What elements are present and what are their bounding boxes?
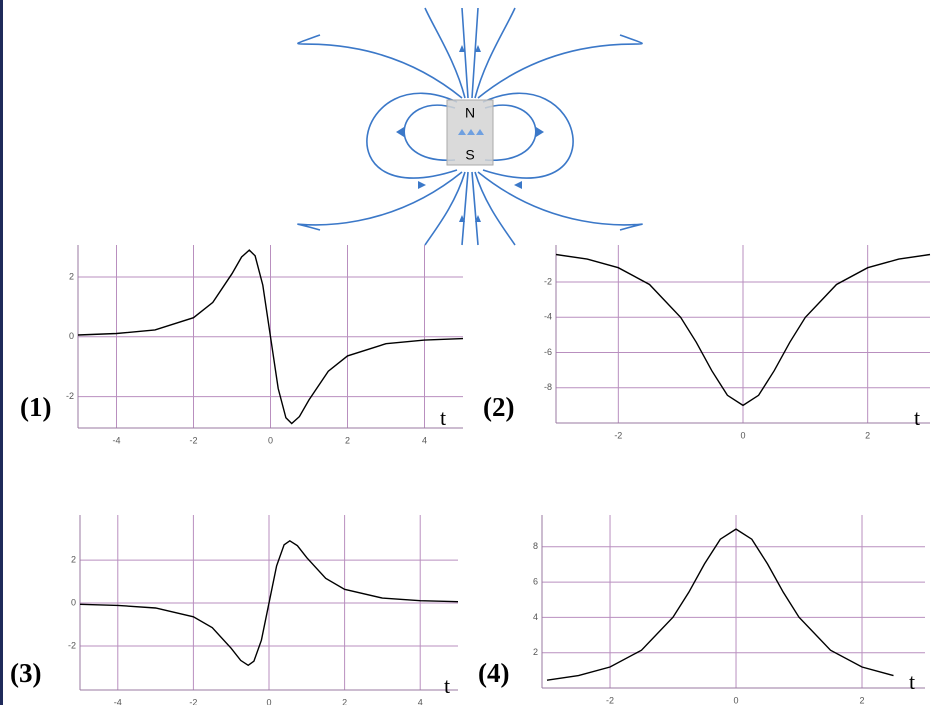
field-line	[462, 172, 478, 245]
panel-label: (1)	[20, 392, 51, 422]
panel-label: (4)	[478, 658, 509, 688]
curve	[547, 529, 894, 680]
y-tick-label: -6	[544, 347, 552, 357]
x-axis-label: t	[914, 405, 920, 430]
x-tick-label: 2	[865, 430, 870, 440]
inner-arrows	[458, 129, 484, 135]
figure: N S -4 -2 0 2 4 -2 0 2 (1) t -2 0 2 -8 -6 -4 -2 (2) t -4 -2 0…	[0, 0, 939, 705]
x-axis-label: t	[440, 405, 446, 430]
field-line	[478, 172, 642, 230]
left-border	[0, 0, 3, 705]
field-line	[462, 8, 478, 98]
y-tick-label: 2	[533, 647, 538, 657]
x-tick-label: 2	[342, 697, 347, 705]
x-axis-label: t	[444, 673, 450, 698]
field-line	[425, 172, 465, 245]
panel-label: (2)	[483, 392, 514, 422]
x-tick-label: -4	[114, 697, 122, 705]
x-tick-label: 4	[418, 697, 423, 705]
y-tick-label: 0	[71, 597, 76, 607]
x-tick-label: 4	[422, 435, 427, 445]
panel-label: (3)	[10, 658, 41, 688]
y-tick-label: 0	[69, 331, 74, 341]
y-tick-label: -2	[68, 640, 76, 650]
magnet-diagram: N S	[298, 8, 642, 245]
x-tick-label: 0	[740, 430, 745, 440]
x-tick-label: -2	[189, 697, 197, 705]
x-tick-label: 0	[734, 695, 739, 705]
y-tick-label: -2	[66, 391, 74, 401]
field-line	[298, 35, 462, 98]
y-tick-label: 6	[533, 576, 538, 586]
y-tick-label: -2	[544, 276, 552, 286]
x-tick-label: 2	[345, 435, 350, 445]
x-tick-label: 0	[266, 697, 271, 705]
field-line	[478, 35, 642, 98]
y-tick-label: 8	[533, 541, 538, 551]
y-tick-label: -8	[544, 382, 552, 392]
y-tick-label: -4	[544, 312, 552, 322]
x-tick-label: -4	[112, 435, 120, 445]
y-tick-label: 2	[69, 271, 74, 281]
x-tick-label: -2	[189, 435, 197, 445]
x-tick-label: -2	[606, 695, 614, 705]
field-line	[298, 172, 462, 230]
x-tick-label: 2	[859, 695, 864, 705]
x-tick-label: 0	[268, 435, 273, 445]
x-tick-label: -2	[614, 430, 622, 440]
y-tick-label: 2	[71, 554, 76, 564]
y-tick-label: 4	[533, 612, 538, 622]
x-axis-label: t	[909, 669, 915, 694]
field-line	[475, 172, 515, 245]
north-label: N	[465, 105, 475, 121]
south-label: S	[465, 147, 474, 163]
